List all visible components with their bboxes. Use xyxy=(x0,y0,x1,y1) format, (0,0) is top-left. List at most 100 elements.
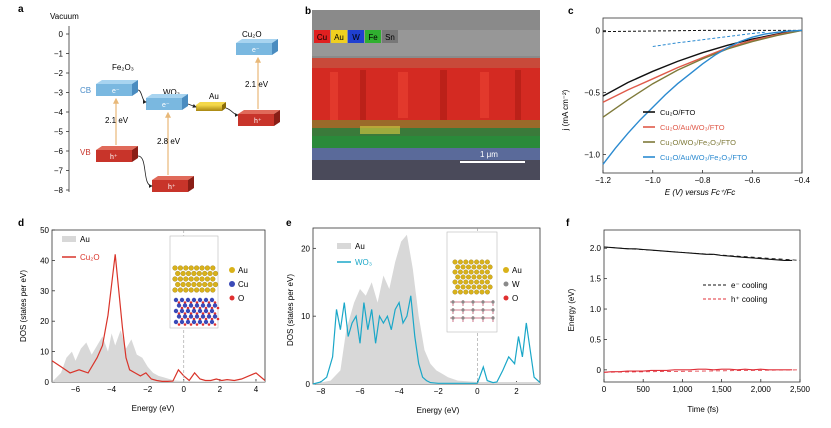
panel-b-label: b xyxy=(305,6,311,17)
au-dos-area-e xyxy=(313,234,540,384)
au-atom xyxy=(194,265,200,271)
panel-c-curves xyxy=(602,29,803,165)
o-atom xyxy=(207,312,211,315)
legend-swatch-au xyxy=(62,236,76,242)
x-tick-label: −1.0 xyxy=(645,176,661,185)
au-atom-e xyxy=(484,259,490,265)
au-atom-e xyxy=(463,269,469,275)
fe2o3-electron: e⁻ xyxy=(112,88,120,95)
au-atom xyxy=(191,270,197,277)
eds-map-image xyxy=(312,10,540,180)
au-cu2o-structure-inset xyxy=(169,235,220,329)
cu-atom xyxy=(209,308,215,314)
cu-atom xyxy=(176,314,182,319)
au-atom-e xyxy=(479,259,485,265)
au-atom xyxy=(188,265,194,271)
wo3-electron: e⁻ xyxy=(162,102,170,109)
eds-legend-label-w: W xyxy=(352,33,360,42)
legend-label-e-cooling: e⁻ cooling xyxy=(731,281,767,290)
eds-legend-label-fe: Fe xyxy=(368,33,378,42)
cooling-fit-1 xyxy=(603,369,801,373)
cu2o-cb-block: e⁻ xyxy=(236,39,278,55)
cu2o-hole: h⁺ xyxy=(254,118,262,125)
y-tick-label: 0 xyxy=(45,378,50,387)
dark-current-curve xyxy=(652,31,765,47)
au-atom xyxy=(177,287,183,293)
inset-w-label: W xyxy=(512,280,520,289)
jv-curve-2 xyxy=(602,29,803,118)
o-atom xyxy=(210,317,214,321)
panel-e-xlabel: Energy (eV) xyxy=(417,406,460,415)
cu-atom xyxy=(209,297,215,303)
panel-d-inset-legend: Au Cu O xyxy=(229,266,248,303)
cu-atom xyxy=(206,314,212,319)
au-atom-e xyxy=(479,279,485,285)
au-atom-e xyxy=(484,279,490,285)
panel-f-xlabel: Time (fs) xyxy=(687,405,719,414)
cu-atom xyxy=(188,314,194,319)
cu-atom xyxy=(194,314,200,319)
x-tick-label: −6 xyxy=(71,385,81,394)
au-atom-e xyxy=(457,259,463,265)
cu-atom xyxy=(173,319,179,325)
panel-a-ytick-label: −5 xyxy=(54,128,64,137)
au-atom-e xyxy=(466,284,471,290)
au-atom-e xyxy=(455,274,461,280)
panel-e-ylabel: DOS (states per eV) xyxy=(286,274,295,346)
cu-atom xyxy=(197,308,203,314)
inset-o-atom-e xyxy=(503,295,509,301)
x-tick-label: −0.8 xyxy=(695,176,711,185)
panel-d-xlabel: Energy (eV) xyxy=(132,404,175,413)
cu-atom xyxy=(179,297,185,303)
au-atom xyxy=(199,265,205,271)
panel-a-ytick-label: −6 xyxy=(54,147,64,156)
eds-legend-swatch-sn xyxy=(382,30,398,43)
panel-d-label: d xyxy=(18,218,24,229)
au-atom-e xyxy=(460,274,466,280)
cu-atom xyxy=(197,297,203,303)
o-atom xyxy=(195,312,199,315)
au-atom-e xyxy=(455,284,461,290)
cu-atom xyxy=(173,308,179,314)
au-atom-e xyxy=(468,259,474,265)
o-atom xyxy=(204,317,208,321)
cu-atom xyxy=(200,303,206,308)
au-atom-e xyxy=(474,269,480,275)
au-atom xyxy=(185,281,192,288)
au-atom-e xyxy=(457,269,463,275)
au-atom xyxy=(194,276,200,282)
y-tick-label: 0.5 xyxy=(590,335,602,344)
x-tick-label: 2,500 xyxy=(790,385,811,394)
cooling-curve-1 xyxy=(603,368,793,373)
o-atom xyxy=(213,323,217,326)
legend-label-au: Au xyxy=(80,235,90,244)
legend-label-au-e: Au xyxy=(355,242,365,251)
plot-frame xyxy=(602,17,803,174)
au-block xyxy=(196,102,226,111)
o-atom xyxy=(186,317,190,321)
au-atom-e xyxy=(463,259,469,265)
x-tick-label: −2 xyxy=(143,385,153,394)
o-atom xyxy=(198,306,202,310)
au-atom-e xyxy=(452,289,458,295)
au-atom xyxy=(207,281,213,288)
w-atom xyxy=(461,316,465,320)
o-atom xyxy=(189,312,193,315)
legend-label-cu2o: Cu₂O xyxy=(80,253,100,262)
cu-atom xyxy=(200,314,206,319)
au-atom-e xyxy=(457,279,463,285)
x-tick-label: −0.6 xyxy=(744,176,760,185)
au-atom xyxy=(210,265,216,271)
o-atom xyxy=(201,323,205,326)
y-tick-label: 20 xyxy=(40,317,49,326)
au-atom xyxy=(212,281,219,288)
dark-current-curve xyxy=(602,29,802,33)
panel-a-y-ticks: 0 −1 −2 −3 −4 −5 −6 −7 −8 xyxy=(54,30,69,195)
o-atom xyxy=(207,301,211,304)
x-tick-label: 2 xyxy=(218,385,223,394)
au-atom xyxy=(212,270,219,277)
au-atom-e xyxy=(476,284,482,290)
cu-atom xyxy=(182,314,188,319)
au-atom-e xyxy=(487,274,493,280)
